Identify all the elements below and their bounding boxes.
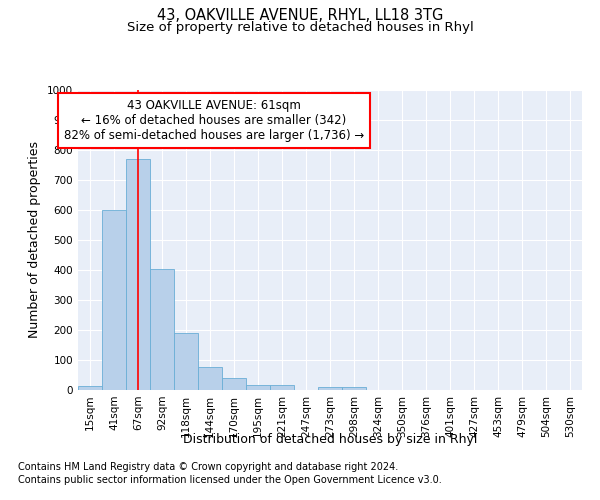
Bar	[246, 384, 270, 390]
Bar	[270, 384, 294, 390]
Text: 43 OAKVILLE AVENUE: 61sqm
← 16% of detached houses are smaller (342)
82% of semi: 43 OAKVILLE AVENUE: 61sqm ← 16% of detac…	[64, 99, 364, 142]
Text: Contains HM Land Registry data © Crown copyright and database right 2024.: Contains HM Land Registry data © Crown c…	[18, 462, 398, 472]
Bar	[102, 210, 126, 390]
Text: Size of property relative to detached houses in Rhyl: Size of property relative to detached ho…	[127, 21, 473, 34]
Bar	[126, 159, 150, 390]
Bar	[174, 333, 198, 390]
Text: 43, OAKVILLE AVENUE, RHYL, LL18 3TG: 43, OAKVILLE AVENUE, RHYL, LL18 3TG	[157, 8, 443, 22]
Bar	[198, 366, 222, 390]
Bar	[222, 378, 246, 390]
Bar	[150, 268, 174, 390]
Y-axis label: Number of detached properties: Number of detached properties	[28, 142, 41, 338]
Bar	[318, 387, 342, 390]
Bar	[78, 386, 102, 390]
Text: Contains public sector information licensed under the Open Government Licence v3: Contains public sector information licen…	[18, 475, 442, 485]
Bar	[342, 387, 366, 390]
Text: Distribution of detached houses by size in Rhyl: Distribution of detached houses by size …	[183, 432, 477, 446]
